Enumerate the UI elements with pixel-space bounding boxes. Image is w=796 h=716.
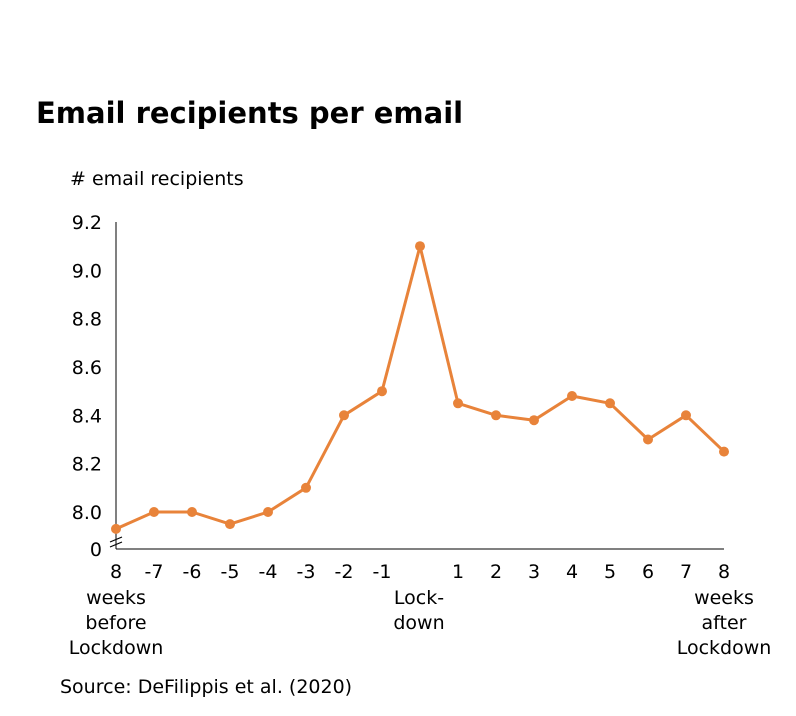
data-point bbox=[719, 446, 729, 457]
data-point bbox=[339, 410, 349, 421]
x-tick-label: -6 bbox=[183, 561, 202, 583]
series-line bbox=[115, 244, 726, 531]
data-point bbox=[111, 523, 121, 534]
x-tick-label: 7 bbox=[680, 561, 692, 583]
x-tick-label: 5 bbox=[604, 561, 616, 583]
data-point bbox=[529, 415, 539, 426]
axes bbox=[109, 222, 724, 550]
y-tick-label: 8.4 bbox=[72, 405, 102, 427]
x-tick-label: 8 bbox=[718, 561, 730, 583]
data-point bbox=[681, 410, 691, 421]
y-tick-label: 8.2 bbox=[72, 454, 102, 476]
data-point bbox=[605, 398, 615, 409]
x-tick-label: 8 bbox=[110, 561, 122, 583]
y-tick-label: 8.6 bbox=[72, 357, 102, 379]
x-tick-label: 3 bbox=[528, 561, 540, 583]
source-note: Source: DeFilippis et al. (2020) bbox=[60, 676, 353, 698]
x-tick-label: -3 bbox=[297, 561, 316, 583]
lockdown-annotation: Lock-down bbox=[393, 587, 444, 634]
x-tick-label: -1 bbox=[373, 561, 392, 583]
data-point bbox=[415, 241, 425, 252]
x-tick-label: -7 bbox=[145, 561, 164, 583]
data-point bbox=[149, 507, 159, 517]
x-tick-label: -2 bbox=[335, 561, 354, 583]
data-point bbox=[263, 507, 273, 517]
x-tick-label: 6 bbox=[642, 561, 654, 583]
data-point bbox=[225, 519, 235, 530]
data-point bbox=[453, 398, 463, 409]
y-tick-labels: 9.2 9.0 8.8 8.6 8.4 8.2 8.0 0 bbox=[72, 212, 102, 561]
after-annotation: weeks after Lockdown bbox=[677, 587, 772, 659]
y-axis-label: # email recipients bbox=[70, 168, 244, 190]
data-points bbox=[111, 241, 729, 534]
axis-break-icon bbox=[109, 536, 123, 548]
x-tick-label: -5 bbox=[221, 561, 240, 583]
data-point bbox=[377, 386, 387, 397]
data-point bbox=[187, 507, 197, 517]
y-tick-label: 8.8 bbox=[72, 309, 102, 331]
x-tick-label: 1 bbox=[452, 561, 464, 583]
y-tick-label: 9.2 bbox=[72, 212, 102, 234]
x-tick-label: 4 bbox=[566, 561, 578, 583]
data-point bbox=[491, 410, 501, 421]
y-tick-label: 0 bbox=[90, 539, 102, 561]
data-point bbox=[643, 434, 653, 445]
x-tick-label: 2 bbox=[490, 561, 502, 583]
data-point bbox=[301, 482, 311, 493]
y-tick-label: 9.0 bbox=[72, 260, 102, 282]
before-annotation: weeks before Lockdown bbox=[69, 587, 164, 659]
x-tick-labels: 8 -7 -6 -5 -4 -3 -2 -1 1 2 3 4 5 6 7 8 bbox=[110, 561, 730, 583]
x-tick-label: -4 bbox=[259, 561, 278, 583]
x-annotations: weeks before Lockdown Lock-down weeks after Lo… bbox=[69, 587, 772, 659]
chart-title: Email recipients per email bbox=[36, 96, 464, 130]
y-tick-label: 8.0 bbox=[72, 502, 102, 524]
data-point bbox=[567, 391, 577, 401]
